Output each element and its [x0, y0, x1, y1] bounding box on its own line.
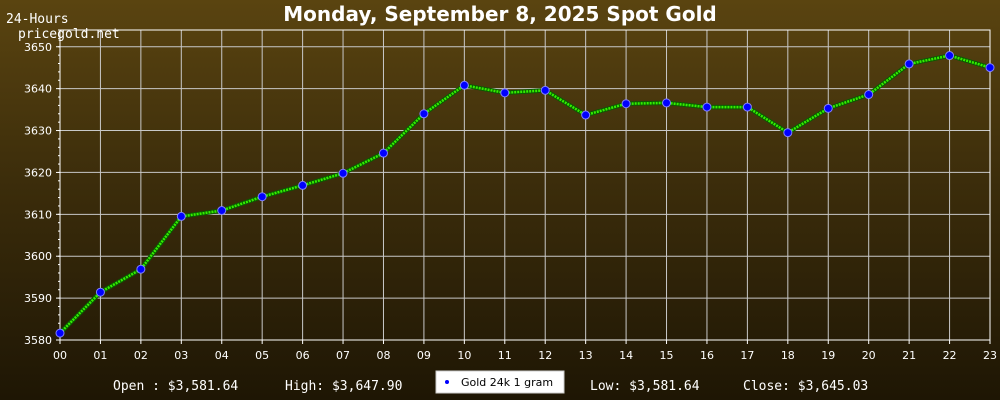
x-tick-label: 15: [660, 349, 674, 362]
x-tick-label: 21: [902, 349, 916, 362]
x-tick-label: 09: [417, 349, 431, 362]
y-tick-label: 3650: [24, 41, 52, 54]
plot-frame: [59, 29, 991, 341]
data-point: [378, 148, 388, 158]
axes: [56, 29, 991, 344]
x-tick-label: 06: [296, 349, 310, 362]
data-point: [298, 180, 308, 190]
data-point: [904, 59, 914, 69]
x-tick-label: 23: [983, 349, 997, 362]
data-point: [783, 128, 793, 138]
data-point: [621, 99, 631, 109]
data-point: [500, 88, 510, 98]
x-tick-label: 05: [255, 349, 269, 362]
data-point: [985, 63, 995, 73]
data-point: [540, 85, 550, 95]
site-label: pricegold.net: [18, 27, 120, 42]
high-stat: High: $3,647.90: [285, 379, 402, 394]
data-point: [338, 168, 348, 178]
series-gold: [55, 51, 995, 338]
x-tick-label: 17: [740, 349, 754, 362]
open-stat: Open : $3,581.64: [113, 379, 238, 394]
x-tick-label: 13: [579, 349, 593, 362]
legend-marker: [445, 380, 449, 384]
data-point: [176, 211, 186, 221]
x-tick-label: 11: [498, 349, 512, 362]
y-tick-label: 3580: [24, 334, 52, 347]
x-tick-label: 20: [862, 349, 876, 362]
data-point: [55, 328, 65, 338]
x-tick-label: 03: [174, 349, 188, 362]
x-tick-labels: 00 01 02 03 04 05 06 07 08 09 10 11 12 13 14 15 16 17 18 19…: [53, 349, 997, 362]
close-stat: Close: $3,645.03: [743, 379, 868, 394]
x-tick-label: 14: [619, 349, 633, 362]
y-tick-label: 3590: [24, 292, 52, 305]
data-point: [702, 102, 712, 112]
x-tick-label: 19: [821, 349, 835, 362]
x-tick-label: 04: [215, 349, 229, 362]
data-point: [257, 192, 267, 202]
period-label: 24-Hours: [6, 12, 69, 27]
x-tick-label: 01: [93, 349, 107, 362]
chart-title: Monday, September 8, 2025 Spot Gold: [283, 2, 717, 26]
legend-box: [435, 370, 565, 394]
y-tick-label: 3620: [24, 166, 52, 179]
legend: Gold 24k 1 gram: [435, 370, 565, 394]
series-line-shadow: [58, 53, 991, 335]
x-tick-label: 00: [53, 349, 67, 362]
data-point: [581, 110, 591, 120]
data-point: [217, 206, 227, 216]
y-tick-labels: 3580 3590 3600 3610 3620 3630 3640 3650: [24, 41, 52, 347]
x-tick-label: 08: [376, 349, 390, 362]
grid-lines: [60, 30, 990, 341]
y-tick-label: 3630: [24, 125, 52, 138]
data-point: [95, 287, 105, 297]
x-tick-label: 02: [134, 349, 148, 362]
y-tick-label: 3610: [24, 208, 52, 221]
y-tick-label: 3600: [24, 250, 52, 263]
x-tick-label: 12: [538, 349, 552, 362]
data-point: [823, 103, 833, 113]
data-point: [459, 80, 469, 90]
x-tick-label: 22: [943, 349, 957, 362]
data-point: [419, 109, 429, 119]
data-point: [945, 51, 955, 61]
low-stat: Low: $3,581.64: [590, 379, 700, 394]
x-tick-label: 16: [700, 349, 714, 362]
y-tick-label: 3640: [24, 83, 52, 96]
data-point: [742, 102, 752, 112]
x-tick-label: 10: [457, 349, 471, 362]
x-tick-label: 18: [781, 349, 795, 362]
x-tick-label: 07: [336, 349, 350, 362]
data-point: [864, 90, 874, 100]
legend-label: Gold 24k 1 gram: [461, 376, 553, 389]
series-line: [59, 54, 991, 335]
data-point: [662, 98, 672, 108]
data-point: [136, 264, 146, 274]
